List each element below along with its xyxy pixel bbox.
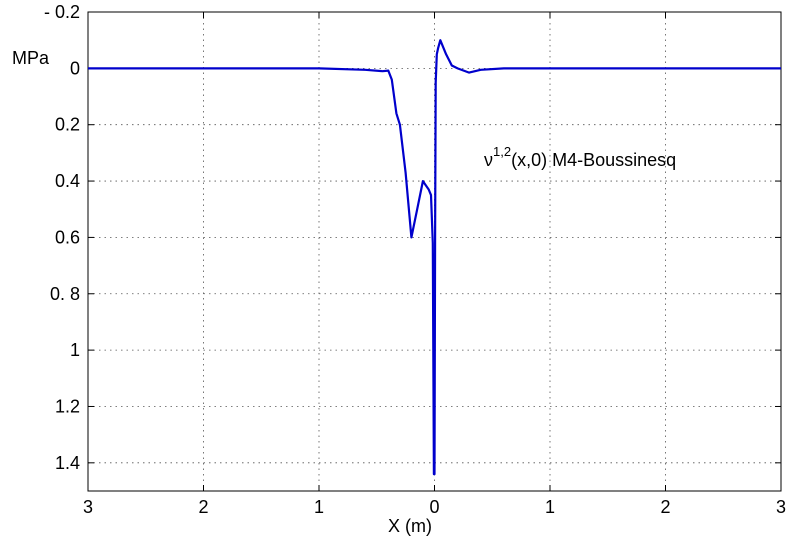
- x-tick-label: 2: [198, 497, 208, 517]
- annotation-superscript: 1,2: [493, 144, 511, 159]
- x-tick-label: 1: [545, 497, 555, 517]
- y-tick-label: 1: [70, 340, 80, 360]
- y-tick-labels: - 0.2 0 0.2 0.4 0.6 0. 8 1 1.2 1.4: [44, 2, 80, 473]
- annotation-symbol: ν: [484, 150, 493, 170]
- x-tick-label: 3: [776, 497, 786, 517]
- curve-annotation: ν1,2(x,0) M4-Boussinesq: [484, 144, 676, 170]
- axis-ticks: [87, 11, 782, 491]
- y-tick-label: 1.4: [55, 453, 80, 473]
- y-tick-label: 1.2: [55, 396, 80, 416]
- series-line: [88, 39, 781, 476]
- y-tick-label: 0: [70, 58, 80, 78]
- x-tick-labels: 3 2 1 0 1 2 3: [83, 497, 786, 517]
- x-tick-label: 1: [314, 497, 324, 517]
- x-axis-label: X (m): [388, 516, 432, 536]
- x-tick-label: 3: [83, 497, 93, 517]
- y-tick-label: 0.4: [55, 171, 80, 191]
- y-tick-label: 0. 8: [50, 284, 80, 304]
- y-axis-label: MPa: [12, 48, 50, 68]
- y-tick-label: 0.6: [55, 227, 80, 247]
- y-tick-label: 0.2: [55, 115, 80, 135]
- x-tick-label: 0: [429, 497, 439, 517]
- x-tick-label: 2: [660, 497, 670, 517]
- annotation-text: (x,0) M4-Boussinesq: [511, 150, 676, 170]
- y-tick-label: - 0.2: [44, 2, 80, 22]
